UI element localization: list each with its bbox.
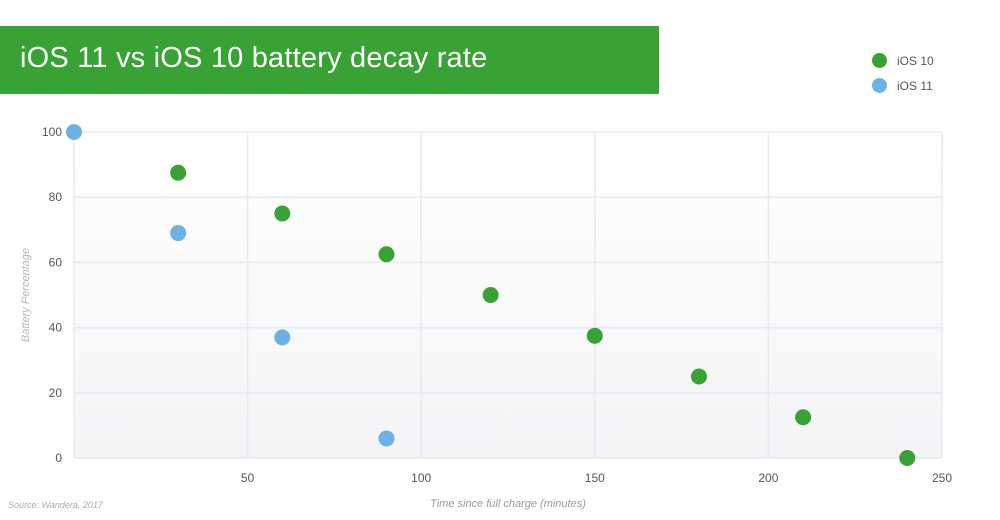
y-axis-ticks: 0 20 40 60 80 100: [42, 125, 62, 465]
legend-dot-icon: [872, 53, 887, 68]
data-points: [66, 124, 916, 466]
data-point[interactable]: [378, 430, 395, 447]
grid-lines: [73, 131, 943, 459]
y-tick-label: 80: [49, 190, 63, 204]
data-point[interactable]: [274, 329, 291, 346]
data-point[interactable]: [586, 327, 603, 344]
data-point[interactable]: [170, 164, 187, 181]
y-tick-label: 100: [42, 125, 62, 139]
legend: iOS 10 iOS 11: [872, 48, 934, 98]
legend-dot-icon: [872, 78, 887, 93]
x-tick-label: 250: [932, 471, 952, 485]
data-point[interactable]: [378, 246, 395, 263]
chart-title: iOS 11 vs iOS 10 battery decay rate: [20, 42, 488, 74]
x-tick-label: 200: [758, 471, 778, 485]
data-point[interactable]: [899, 450, 916, 466]
plot-area: [74, 132, 942, 458]
data-point[interactable]: [170, 225, 187, 242]
y-axis-label: Battery Percentage: [20, 248, 32, 342]
x-axis-label: Time since full charge (minutes): [430, 498, 586, 510]
data-point[interactable]: [274, 205, 291, 222]
y-tick-label: 40: [49, 321, 63, 335]
legend-label: iOS 11: [897, 78, 933, 93]
legend-item-ios10[interactable]: iOS 10: [872, 48, 934, 73]
data-point[interactable]: [482, 287, 499, 303]
data-point[interactable]: [795, 409, 812, 426]
title-banner: iOS 11 vs iOS 10 battery decay rate: [0, 26, 659, 94]
legend-item-ios11[interactable]: iOS 11: [872, 73, 934, 98]
x-tick-label: 100: [411, 471, 431, 485]
y-tick-label: 60: [49, 255, 63, 269]
source-note: Source: Wandera, 2017: [8, 500, 103, 510]
data-point[interactable]: [66, 124, 82, 140]
y-tick-label: 20: [49, 386, 63, 400]
x-tick-label: 150: [585, 471, 605, 485]
data-point[interactable]: [690, 368, 707, 385]
x-axis-ticks: 50 100 150 200 250: [241, 471, 952, 485]
x-tick-label: 50: [241, 471, 255, 485]
y-tick-label: 0: [55, 451, 62, 465]
legend-label: iOS 10: [897, 53, 934, 68]
